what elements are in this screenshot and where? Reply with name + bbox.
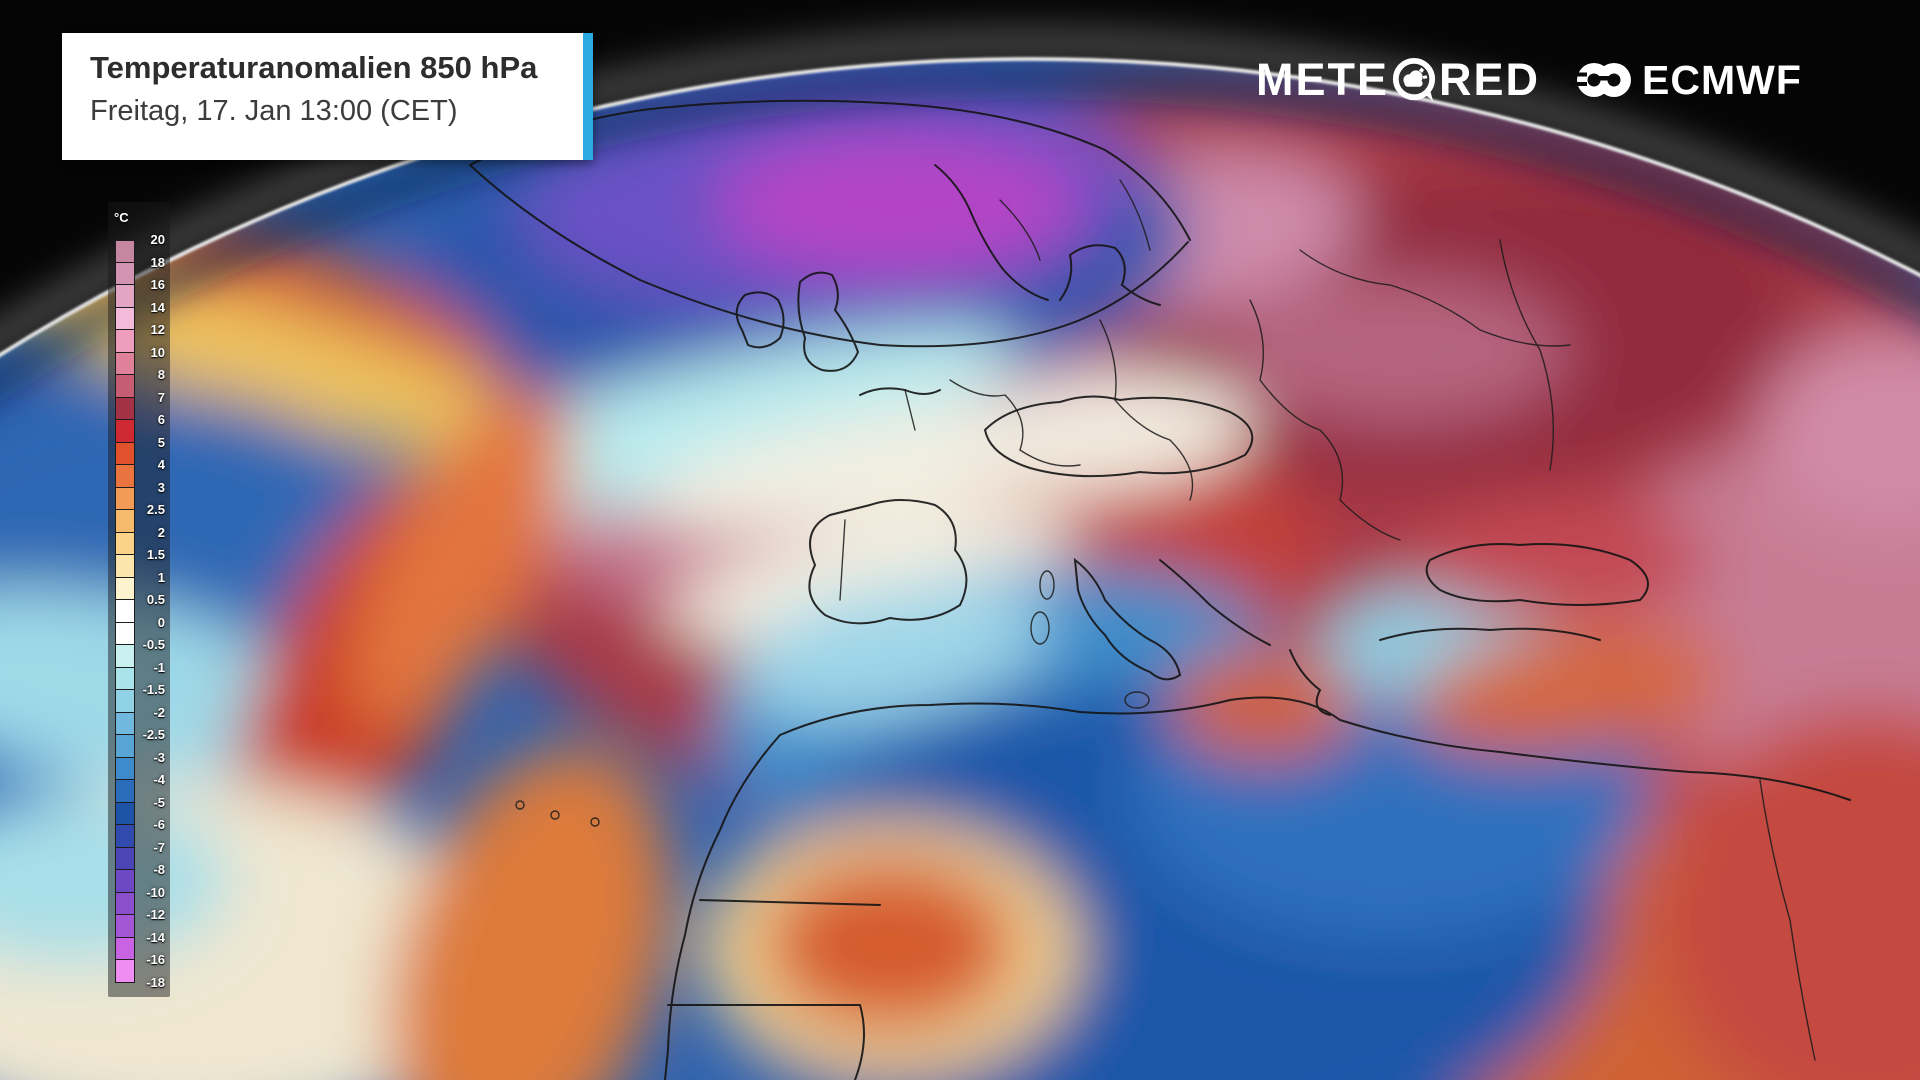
anomaly-field xyxy=(0,60,1920,1080)
legend-tick-label: -5 xyxy=(153,794,165,810)
legend-tick-label: 3 xyxy=(157,479,165,495)
legend-color-bar xyxy=(115,240,135,983)
legend-tick-label: -6 xyxy=(153,817,165,832)
legend-swatch xyxy=(115,465,135,488)
legend-tick-label: 7 xyxy=(157,389,165,405)
legend-swatch xyxy=(115,735,135,758)
legend-swatch xyxy=(115,397,135,420)
legend-swatch xyxy=(115,375,135,398)
ecmwf-logo: ECMWF xyxy=(1570,57,1802,104)
temperature-legend: °C 20 18 16 14 12 10 8 7 6 5 4 3 2.5 2 1.5 1 0.5 0 -0.5 -1 -… xyxy=(108,202,170,997)
legend-swatch xyxy=(115,667,135,690)
legend-swatch xyxy=(115,420,135,443)
legend-tick-label: -10 xyxy=(146,884,165,900)
legend-tick-label: 5 xyxy=(157,434,165,450)
title-box: Temperaturanomalien 850 hPa Freitag, 17.… xyxy=(62,33,593,160)
legend-swatch xyxy=(115,600,135,623)
legend-swatch xyxy=(115,307,135,330)
legend-swatch xyxy=(115,330,135,353)
speech-bubble-cloud-icon xyxy=(1392,57,1436,102)
legend-swatch xyxy=(115,960,135,983)
legend-swatch xyxy=(115,870,135,893)
atmosphere-glow xyxy=(0,29,1920,356)
legend-swatch xyxy=(115,937,135,960)
legend-swatch xyxy=(115,577,135,600)
legend-swatch xyxy=(115,757,135,780)
legend-tick-label: -1 xyxy=(153,659,165,675)
globe-limb-line xyxy=(0,57,1920,358)
legend-swatch xyxy=(115,892,135,915)
map-title: Temperaturanomalien 850 hPa xyxy=(90,50,538,85)
legend-swatch xyxy=(115,712,135,735)
legend-tick-label: -7 xyxy=(153,839,165,855)
legend-swatch xyxy=(115,555,135,578)
branding: METE RED xyxy=(1256,56,1802,104)
title-accent-bar xyxy=(583,33,593,160)
legend-swatch xyxy=(115,847,135,870)
legend-tick-label: 12 xyxy=(150,322,165,337)
legend-unit-label: °C xyxy=(114,210,129,225)
legend-tick-label: 1.5 xyxy=(146,547,165,562)
legend-swatch xyxy=(115,285,135,308)
legend-tick-label: -4 xyxy=(153,772,165,787)
legend-tick-label: -12 xyxy=(146,907,165,922)
legend-tick-label: 6 xyxy=(157,412,165,427)
legend-tick-label: 0 xyxy=(157,614,165,630)
limb-inner-shading xyxy=(0,60,1920,1080)
legend-swatch xyxy=(115,487,135,510)
legend-swatch xyxy=(115,442,135,465)
legend-swatch xyxy=(115,532,135,555)
legend-swatch xyxy=(115,262,135,285)
legend-tick-label: 14 xyxy=(150,299,165,315)
legend-swatch xyxy=(115,825,135,848)
legend-tick-label: 8 xyxy=(157,367,165,382)
map-datetime: Freitag, 17. Jan 13:00 (CET) xyxy=(90,95,458,127)
meteored-text-left: METE xyxy=(1256,54,1390,105)
legend-tick-label: -16 xyxy=(146,952,165,967)
legend-tick-label: -1.5 xyxy=(142,682,165,697)
legend-swatch xyxy=(115,622,135,645)
legend-tick-label: 18 xyxy=(150,254,165,270)
legend-tick-label: 4 xyxy=(157,457,165,472)
legend-tick-label: -3 xyxy=(153,749,165,765)
legend-swatch xyxy=(115,780,135,803)
legend-tick-label: -0.5 xyxy=(142,637,165,652)
legend-tick-label: -2.5 xyxy=(142,727,165,742)
meteored-logo: METE RED xyxy=(1256,56,1540,104)
legend-swatch xyxy=(115,915,135,938)
legend-tick-label: 20 xyxy=(150,232,165,247)
legend-swatch xyxy=(115,240,135,263)
coastlines xyxy=(469,99,1851,1080)
legend-tick-label: 10 xyxy=(150,344,165,360)
legend-tick-label: 1 xyxy=(157,569,165,585)
legend-swatch xyxy=(115,802,135,825)
legend-tick-label: 2.5 xyxy=(146,502,165,517)
country-borders xyxy=(515,179,1816,1061)
legend-tick-label: -8 xyxy=(153,862,165,877)
legend-swatch xyxy=(115,645,135,668)
interlocking-rings-icon xyxy=(1570,63,1632,97)
legend-tick-label: -18 xyxy=(146,974,165,990)
legend-tick-label: 16 xyxy=(150,277,165,292)
legend-tick-label: 0.5 xyxy=(146,592,165,607)
legend-swatch xyxy=(115,690,135,713)
ecmwf-text: ECMWF xyxy=(1642,56,1802,103)
legend-swatch xyxy=(115,510,135,533)
legend-tick-label: -14 xyxy=(146,929,165,945)
legend-swatch xyxy=(115,352,135,375)
legend-tick-label: 2 xyxy=(157,524,165,540)
meteored-text-right: RED xyxy=(1439,54,1541,105)
legend-tick-label: -2 xyxy=(153,704,165,720)
